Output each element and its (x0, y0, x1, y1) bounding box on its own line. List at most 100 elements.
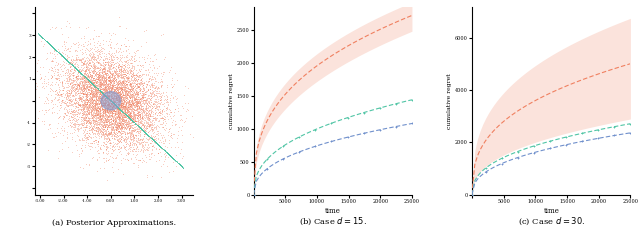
Point (127, 119, 138, 122)
Point (108, 108, 118, 112)
Point (92, 129, 102, 133)
Point (106, 109, 116, 113)
Point (129, 136, 139, 140)
Point (160, 120, 170, 123)
Point (111, 91, 122, 95)
Point (69, 65, 79, 69)
Point (143, 133, 153, 136)
Point (132, 108, 142, 111)
Point (115, 91, 125, 94)
Point (131, 142, 141, 146)
Point (160, 139, 170, 142)
Point (132, 123, 142, 127)
Point (60, 57, 70, 60)
Point (168, 114, 178, 117)
Point (120, 112, 130, 116)
Point (101, 99, 111, 103)
Point (105, 85, 115, 89)
Point (122, 110, 132, 113)
Point (68, 130, 79, 134)
Point (76, 122, 86, 125)
Point (149, 141, 159, 145)
Point (152, 133, 163, 137)
Point (47, 45, 58, 49)
Point (67, 115, 77, 118)
Point (100, 72, 111, 76)
Point (123, 60, 133, 64)
Point (81, 107, 92, 110)
Point (85, 85, 95, 89)
Point (87, 127, 97, 130)
Point (111, 135, 121, 139)
Point (47, 106, 58, 109)
Point (86, 89, 96, 93)
Point (99, 107, 109, 111)
Point (127, 119, 138, 123)
X-axis label: time: time (325, 207, 340, 215)
Point (96, 93, 106, 97)
Point (95, 112, 105, 116)
Point (128, 132, 138, 136)
Point (102, 100, 112, 103)
Point (102, 73, 113, 76)
Point (83, 119, 93, 123)
Point (135, 113, 145, 117)
Point (147, 121, 157, 125)
Point (96, 90, 106, 94)
Point (59, 39, 69, 43)
Point (100, 133, 111, 137)
Point (53, 93, 63, 96)
Point (77, 91, 88, 95)
Point (50, 47, 60, 51)
Point (86, 80, 96, 84)
Point (89, 94, 99, 98)
Point (70, 139, 80, 142)
Point (79, 139, 89, 142)
Point (129, 111, 140, 115)
Point (76, 71, 86, 75)
Point (79, 79, 90, 83)
Point (81, 89, 91, 93)
Point (124, 115, 134, 119)
Point (131, 136, 141, 140)
Point (113, 88, 124, 92)
Point (90, 114, 100, 117)
Point (106, 99, 116, 103)
Point (101, 124, 111, 127)
Point (70, 66, 80, 69)
Point (99, 87, 109, 91)
Point (84, 104, 94, 107)
Point (48, 46, 58, 49)
Point (123, 71, 133, 75)
Point (86, 74, 97, 78)
Point (132, 73, 142, 77)
Point (104, 98, 115, 101)
Point (162, 151, 172, 155)
Point (76, 126, 86, 130)
Point (92, 123, 102, 126)
Point (102, 95, 112, 99)
Point (110, 132, 120, 136)
Point (73, 82, 83, 86)
Point (155, 132, 165, 135)
Point (104, 125, 114, 129)
Point (40, 38, 51, 42)
Point (109, 111, 119, 114)
Point (120, 145, 131, 149)
Point (145, 114, 156, 117)
Point (98, 110, 108, 114)
Point (98, 109, 108, 113)
Point (122, 151, 132, 154)
Point (152, 86, 162, 89)
Point (138, 140, 148, 144)
Point (74, 112, 84, 115)
Point (133, 114, 143, 118)
Point (74, 84, 84, 88)
Point (136, 94, 147, 98)
Point (81, 121, 92, 125)
Point (73, 134, 83, 138)
Point (137, 128, 147, 131)
Point (124, 114, 134, 118)
Point (163, 152, 173, 156)
Point (172, 160, 182, 164)
